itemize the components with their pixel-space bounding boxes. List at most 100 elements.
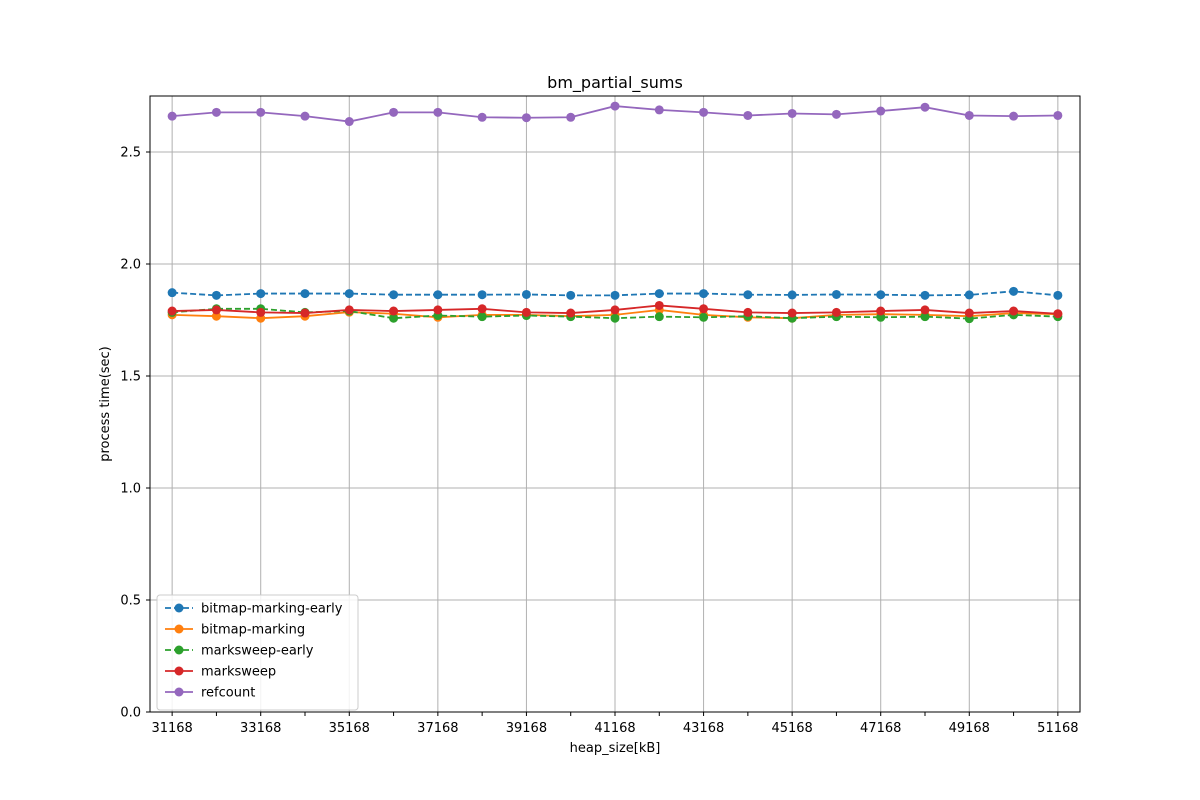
data-point (344, 305, 354, 315)
data-point (1053, 309, 1063, 319)
legend-swatch-marker (174, 687, 184, 697)
y-tick-label: 1.5 (120, 370, 141, 385)
data-point (167, 111, 177, 121)
y-tick-label: 0.5 (120, 594, 141, 609)
legend-label: bitmap-marking-early (201, 602, 343, 617)
data-point (654, 289, 664, 299)
data-point (831, 109, 841, 119)
data-point (256, 289, 266, 299)
legend-swatch-marker (174, 645, 184, 655)
data-point (389, 306, 399, 316)
legend-item: bitmap-marking (165, 623, 305, 638)
data-point (300, 289, 310, 299)
data-point (256, 307, 266, 317)
data-point (920, 290, 930, 300)
data-point (743, 110, 753, 120)
legend: bitmap-marking-early bitmap-marking marksw… (156, 594, 359, 711)
x-tick-label: 45168 (771, 721, 812, 736)
data-point (1053, 290, 1063, 300)
y-tick-label: 2.0 (120, 258, 141, 273)
data-point (920, 312, 930, 322)
y-tick-label: 0.0 (120, 706, 141, 721)
data-point (787, 308, 797, 318)
x-tick-label: 43168 (683, 721, 724, 736)
x-tick-label: 47168 (860, 721, 901, 736)
legend-item: refcount (165, 686, 255, 701)
data-point (964, 290, 974, 300)
data-point (389, 107, 399, 117)
legend-item: marksweep-early (165, 644, 314, 659)
data-point (1009, 111, 1019, 121)
data-point (743, 307, 753, 317)
data-point (521, 113, 531, 123)
data-point (699, 289, 709, 299)
data-point (920, 102, 930, 112)
data-point (477, 112, 487, 122)
data-point (743, 290, 753, 300)
series-bitmap-marking-early (167, 286, 1063, 300)
data-point (831, 307, 841, 317)
x-tick-label: 35168 (329, 721, 370, 736)
data-point (521, 289, 531, 299)
data-point (566, 112, 576, 122)
data-point (566, 290, 576, 300)
data-point (876, 290, 886, 300)
data-point (920, 305, 930, 315)
data-point (211, 107, 221, 117)
data-point (787, 108, 797, 118)
data-point (699, 304, 709, 314)
legend-label: marksweep-early (201, 644, 314, 659)
legend-item: marksweep (165, 665, 276, 680)
x-tick-label: 31168 (151, 721, 192, 736)
data-point (566, 308, 576, 318)
data-point (389, 290, 399, 300)
x-tick-label: 41168 (594, 721, 635, 736)
data-point (1009, 286, 1019, 296)
x-tick-label: 51168 (1037, 721, 1078, 736)
y-axis-label: process time(sec) (98, 346, 113, 462)
chart-title: bm_partial_sums (547, 73, 683, 93)
data-point (876, 312, 886, 322)
data-point (256, 107, 266, 117)
x-tick-label: 37168 (417, 721, 458, 736)
x-tick-label: 39168 (506, 721, 547, 736)
data-point (876, 106, 886, 116)
data-point (610, 305, 620, 315)
data-point (433, 305, 443, 315)
series-refcount (167, 101, 1063, 127)
data-point (433, 290, 443, 300)
data-point (433, 107, 443, 117)
data-point (344, 117, 354, 127)
legend-swatch-marker (174, 603, 184, 613)
data-point (654, 105, 664, 115)
data-point (787, 290, 797, 300)
legend-swatch-marker (174, 624, 184, 634)
x-tick-label: 49168 (949, 721, 990, 736)
data-point (964, 308, 974, 318)
data-point (300, 308, 310, 318)
data-point (1009, 306, 1019, 316)
data-point (610, 313, 620, 323)
data-point (477, 304, 487, 314)
data-point (876, 306, 886, 316)
y-tick-label: 1.0 (120, 482, 141, 497)
grid-lines (150, 96, 1080, 713)
x-axis-label: heap_size[kB] (570, 741, 661, 756)
legend-label: marksweep (201, 665, 276, 680)
data-point (167, 306, 177, 316)
legend-item: bitmap-marking-early (165, 602, 343, 617)
axes: 31168 33168 35168 37168 39168 41168 43168 45168… (120, 95, 1081, 736)
data-point (211, 311, 221, 321)
legend-swatch-marker (174, 666, 184, 676)
data-point (300, 111, 310, 121)
data-point (699, 312, 709, 322)
data-point (1053, 110, 1063, 120)
data-point (654, 300, 664, 310)
data-point (477, 312, 487, 322)
data-point (167, 288, 177, 298)
legend-box (156, 594, 359, 711)
data-point (831, 289, 841, 299)
data-point (654, 312, 664, 322)
